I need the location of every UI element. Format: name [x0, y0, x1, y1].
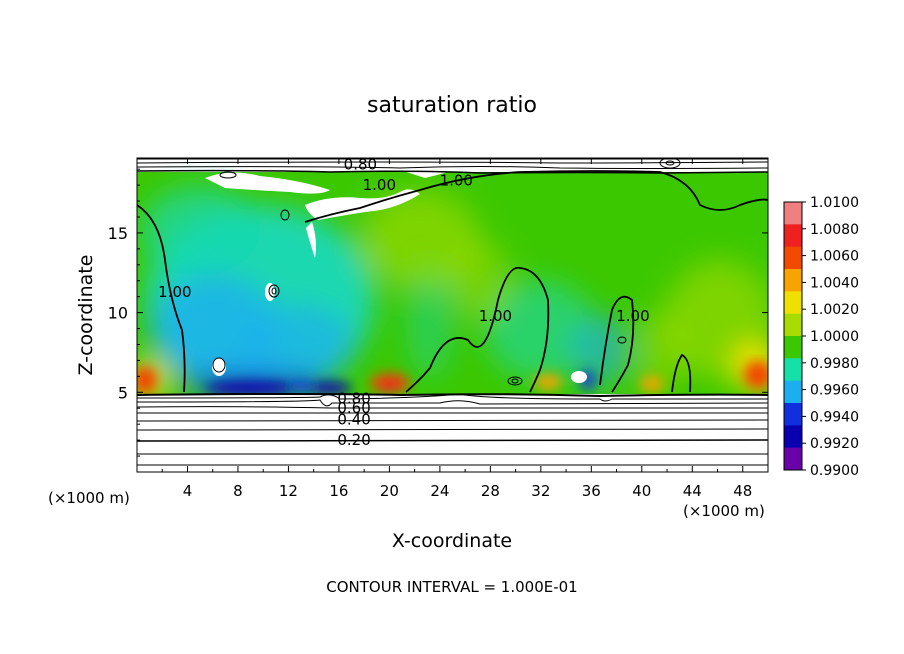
- colorbar-swatch: [784, 403, 802, 426]
- x-axis-label: X-coordinate: [392, 530, 512, 552]
- colorbar-label: 0.9920: [810, 436, 859, 452]
- x-tick-label: 32: [531, 482, 550, 500]
- colorbar-label: 0.9960: [810, 383, 859, 399]
- colorbar-swatch: [784, 447, 802, 471]
- x-unit-label-right: (×1000 m): [683, 502, 765, 520]
- colorbar-swatch: [784, 291, 802, 315]
- contour-labels: 0.801.00 1.001.001.00 1.000.800.600.400.20: [158, 155, 650, 449]
- x-tick-label: 28: [481, 482, 500, 500]
- x-tick-label: 8: [233, 482, 243, 500]
- colorbar-label: 0.9900: [810, 463, 859, 479]
- colorbar-swatch: [784, 358, 802, 382]
- colorbar-label: 1.0020: [810, 302, 859, 318]
- colorbar-label: 0.9980: [810, 356, 859, 372]
- contour-label: 0.20: [337, 431, 370, 449]
- x-tick-label: 24: [430, 482, 449, 500]
- contour-label: 1.00: [479, 307, 512, 325]
- y-tick-label: 5: [118, 383, 128, 402]
- colorbar-label: 1.0040: [810, 275, 859, 291]
- x-tick-label: 16: [329, 482, 348, 500]
- contour-label: 1.00: [616, 307, 649, 325]
- contour-label: 0.40: [337, 410, 370, 428]
- colorbar-label: 1.0080: [810, 222, 859, 238]
- colorbar-label: 1.0000: [810, 329, 859, 345]
- lower-region: [137, 394, 768, 472]
- colorbar-swatch: [784, 224, 802, 248]
- colorbar: 1.0100 1.0080 1.0060 1.0040 1.0020 1.0000 0.99…: [783, 195, 859, 479]
- contour-label: 1.00: [440, 171, 473, 189]
- colorbar-label: 1.0060: [810, 249, 859, 265]
- x-tick-label: 40: [632, 482, 651, 500]
- y-tick-label: 10: [108, 304, 128, 323]
- colorbar-swatch: [784, 269, 802, 292]
- plot-frame: [136, 157, 769, 473]
- contour-1.00: [137, 170, 768, 393]
- colorbar-swatch: [784, 202, 802, 225]
- chart-title: saturation ratio: [367, 93, 537, 118]
- upper-contours: [137, 158, 768, 179]
- x-axis: 4 8 12 16 20 24 28 32 36 40 44 48: [161, 158, 752, 500]
- subsaturated-patches: [205, 164, 587, 383]
- contour-label: 0.80: [337, 390, 370, 408]
- contour-label: 0.60: [337, 399, 370, 417]
- x-unit-label-left: (×1000 m): [48, 489, 130, 507]
- contour-interval-footer: CONTOUR INTERVAL = 1.000E-01: [326, 578, 577, 596]
- near-surface-extremes: [137, 361, 768, 395]
- y-axis-label: Z-coordinate: [75, 255, 97, 376]
- y-axis: 5 10 15: [108, 168, 768, 457]
- x-tick-label: 4: [183, 482, 193, 500]
- plot-field: 0.801.00 1.001.001.00 1.000.800.600.400.20: [137, 155, 768, 472]
- contour-label: 1.00: [363, 176, 396, 194]
- contour-label: 1.00: [158, 283, 191, 301]
- colorbar-swatch: [784, 380, 802, 404]
- colorbar-label: 0.9940: [810, 409, 859, 425]
- colorbar-swatch: [784, 246, 802, 270]
- small-closed-contours: [212, 209, 627, 386]
- colorbar-swatch: [784, 336, 802, 359]
- x-tick-label: 36: [582, 482, 601, 500]
- x-tick-label: 12: [279, 482, 298, 500]
- x-tick-label: 20: [380, 482, 399, 500]
- lower-contours: [137, 393, 768, 466]
- x-tick-label: 48: [733, 482, 752, 500]
- colorbar-swatch: [784, 425, 802, 449]
- contour-label: 0.80: [344, 155, 377, 173]
- x-tick-label: 44: [683, 482, 702, 500]
- y-tick-label: 15: [108, 224, 128, 243]
- colorbar-label: 1.0100: [810, 195, 859, 211]
- colorbar-swatch: [784, 313, 802, 337]
